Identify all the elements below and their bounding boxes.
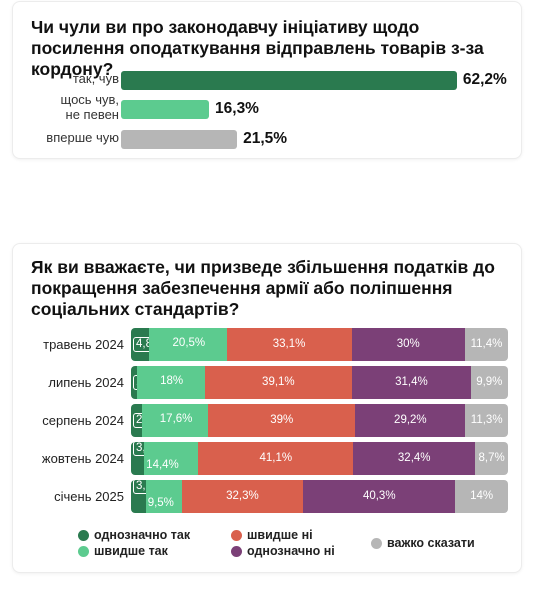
taxes-bar-segment bbox=[475, 442, 509, 475]
taxes-bar-segment bbox=[464, 328, 509, 361]
taxes-chart-card: Як ви вважаєте, чи призведе збільшення п… bbox=[12, 243, 522, 573]
taxes-segment-label: 11,3% bbox=[470, 414, 503, 426]
awareness-value-label: 16,3% bbox=[215, 100, 259, 117]
taxes-bar-segment bbox=[352, 366, 472, 399]
taxes-bar-segment bbox=[355, 404, 466, 437]
taxes-segment-label: 17,6% bbox=[159, 413, 193, 425]
taxes-segment-label: 8,7% bbox=[478, 452, 505, 464]
awareness-chart-title: Чи чули ви про законодавчу ініціативу що… bbox=[31, 17, 484, 79]
taxes-segment-label: 32,3% bbox=[226, 490, 259, 502]
taxes-bar-segment bbox=[208, 404, 356, 437]
awareness-category-label-line: вперше чую bbox=[46, 130, 119, 145]
awareness-category-label-line: так, чув bbox=[72, 71, 119, 86]
awareness-row: так, чув 62,2% bbox=[13, 69, 523, 90]
taxes-segment-label: 40,3% bbox=[362, 490, 396, 502]
taxes-segment-label: 9,5% bbox=[147, 497, 174, 509]
taxes-segment-label: 9,9% bbox=[476, 376, 503, 388]
awareness-category-label-line: не певен bbox=[65, 107, 119, 122]
legend-swatch bbox=[78, 546, 89, 557]
taxes-bar-segment bbox=[136, 366, 206, 399]
taxes-bar-segment bbox=[181, 480, 304, 513]
awareness-category-label: так, чув bbox=[19, 71, 119, 86]
taxes-bar-segment bbox=[141, 404, 209, 437]
awareness-bar bbox=[121, 130, 238, 149]
taxes-segment-label: 30% bbox=[396, 338, 420, 350]
taxes-segment-label: 39,1% bbox=[262, 376, 295, 388]
awareness-chart-card: Чи чули ви про законодавчу ініціативу що… bbox=[12, 1, 522, 159]
awareness-bar bbox=[121, 100, 210, 119]
awareness-bar bbox=[121, 71, 457, 90]
legend-swatch bbox=[371, 538, 382, 549]
taxes-bar-segment bbox=[351, 328, 466, 361]
taxes-row-label: серпень 2024 bbox=[42, 413, 124, 428]
awareness-value-label: 21,5% bbox=[243, 130, 288, 147]
awareness-value-label: 62,2% bbox=[462, 71, 507, 88]
taxes-bar-segment bbox=[144, 442, 199, 475]
legend-label: важко сказати bbox=[387, 536, 475, 550]
taxes-chart-title: Як ви вважаєте, чи призведе збільшення п… bbox=[31, 257, 495, 319]
taxes-bar-segment bbox=[303, 480, 456, 513]
taxes-segment-label: 20,5% bbox=[172, 337, 206, 349]
taxes-bar-segment bbox=[455, 480, 509, 513]
taxes-bar-segment bbox=[353, 442, 476, 475]
awareness-category-label: щось чув, не певен bbox=[19, 92, 119, 122]
taxes-bar-segment bbox=[204, 366, 353, 399]
legend-swatch bbox=[231, 546, 242, 557]
taxes-row-label: жовтень 2024 bbox=[41, 451, 124, 466]
taxes-row-label: січень 2025 bbox=[54, 489, 124, 504]
taxes-segment-label: 33,1% bbox=[272, 338, 306, 350]
legend-label: швидше ні bbox=[247, 528, 313, 542]
awareness-row: щось чув, не певен 16,3% bbox=[13, 92, 523, 122]
taxes-bar-segment bbox=[226, 328, 353, 361]
taxes-segment-label: 18% bbox=[160, 375, 184, 387]
taxes-segment-label: 11,4% bbox=[470, 338, 503, 350]
legend-swatch bbox=[231, 530, 242, 541]
awareness-category-label: вперше чую bbox=[19, 130, 119, 145]
taxes-segment-label: 14% bbox=[470, 490, 494, 502]
awareness-category-label-line: щось чув, bbox=[60, 92, 119, 107]
taxes-bar-segment bbox=[465, 404, 509, 437]
taxes-bar-segment bbox=[198, 442, 354, 475]
awareness-row: вперше чую 21,5% bbox=[13, 128, 523, 149]
taxes-segment-label: 32,4% bbox=[397, 452, 431, 464]
taxes-bar-segment bbox=[145, 480, 182, 513]
legend-label: швидше так bbox=[94, 544, 168, 558]
taxes-segment-label: 14,4% bbox=[146, 459, 179, 471]
legend-swatch bbox=[78, 530, 89, 541]
taxes-segment-label: 39% bbox=[270, 414, 294, 426]
taxes-bar-segment bbox=[149, 328, 228, 361]
legend-label: однозначно так bbox=[94, 528, 191, 542]
legend-label: однозначно ні bbox=[247, 544, 335, 558]
taxes-bar-segment bbox=[470, 366, 509, 399]
taxes-segment-label: 41,1% bbox=[259, 452, 293, 464]
taxes-row-label: травень 2024 bbox=[43, 337, 124, 352]
taxes-segment-label: 29,2% bbox=[394, 414, 427, 426]
taxes-row-label: липень 2024 bbox=[48, 375, 124, 390]
taxes-segment-label: 31,4% bbox=[395, 376, 428, 388]
